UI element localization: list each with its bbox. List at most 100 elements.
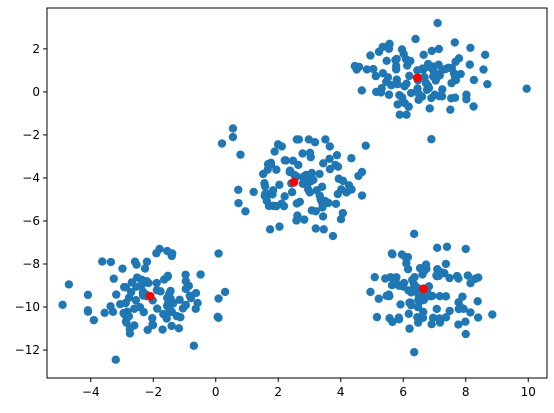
y-tick-label: −8	[22, 257, 40, 271]
scatter-point	[405, 324, 414, 333]
scatter-point	[425, 104, 434, 113]
scatter-point	[125, 324, 134, 334]
scatter-point	[377, 84, 386, 93]
scatter-point	[362, 65, 372, 74]
scatter-point	[228, 124, 238, 133]
scatter-point	[152, 249, 161, 258]
scatter-point	[140, 264, 150, 273]
scatter-point	[466, 279, 475, 288]
scatter-point	[270, 147, 279, 156]
scatter-point	[372, 312, 382, 322]
scatter-point	[214, 294, 223, 303]
scatter-point	[144, 278, 153, 288]
x-tick-label: −2	[144, 385, 162, 399]
scatter-point	[303, 185, 313, 194]
scatter-point	[338, 176, 348, 186]
plot-frame	[46, 7, 548, 379]
scatter-point	[415, 297, 424, 307]
scatter-point	[298, 179, 308, 188]
centroid-point	[419, 284, 428, 294]
scatter-point	[106, 302, 115, 311]
scatter-point	[331, 199, 341, 208]
x-tick-label: −4	[82, 385, 100, 399]
scatter-point	[124, 312, 134, 321]
scatter-point	[402, 110, 411, 119]
scatter-point	[332, 150, 342, 160]
scatter-point	[189, 341, 199, 350]
scatter-point	[381, 274, 390, 283]
scatter-point	[393, 100, 402, 109]
scatter-point	[430, 90, 439, 99]
scatter-point	[438, 85, 447, 94]
scatter-point	[325, 142, 335, 151]
scatter-point	[350, 61, 360, 71]
points-layer	[58, 18, 531, 364]
scatter-point	[431, 70, 440, 79]
scatter-point	[382, 56, 391, 66]
scatter-point	[262, 196, 272, 206]
scatter-point	[277, 142, 286, 151]
centroid-point	[289, 177, 299, 187]
scatter-point	[427, 135, 436, 144]
scatter-point	[392, 75, 401, 84]
scatter-point	[305, 148, 315, 157]
scatter-point	[148, 320, 157, 329]
scatter-point	[294, 160, 303, 170]
y-tick-label: −12	[15, 343, 40, 357]
scatter-point	[163, 293, 172, 303]
scatter-point	[132, 273, 142, 282]
scatter-point	[83, 306, 93, 315]
scatter-point	[214, 313, 223, 322]
scatter-point	[442, 242, 452, 251]
scatter-point	[319, 225, 328, 234]
scatter-point	[185, 291, 194, 300]
scatter-point	[428, 313, 438, 323]
scatter-point	[366, 287, 375, 297]
scatter-point	[292, 199, 302, 208]
scatter-point	[461, 329, 470, 339]
scatter-point	[401, 54, 411, 64]
scatter-point	[461, 317, 470, 326]
scatter-point	[181, 284, 191, 294]
scatter-point	[413, 318, 423, 327]
scatter-point	[466, 43, 475, 52]
scatter-point	[217, 139, 227, 148]
scatter-point	[318, 212, 328, 221]
scatter-point	[404, 102, 413, 111]
scatter-point	[191, 288, 201, 298]
scatter-point	[452, 271, 462, 281]
scatter-point	[158, 325, 167, 334]
scatter-point	[414, 290, 423, 300]
scatter-point	[58, 300, 67, 310]
scatter-point	[403, 61, 412, 70]
scatter-point	[130, 304, 139, 313]
scatter-point	[435, 291, 445, 301]
scatter-point	[405, 71, 414, 81]
scatter-point	[249, 187, 258, 197]
scatter-point	[220, 287, 230, 297]
scatter-point	[315, 169, 324, 179]
scatter-point	[441, 259, 451, 269]
scatter-point	[384, 44, 394, 53]
scatter-point	[124, 293, 134, 302]
scatter-point	[361, 141, 370, 150]
scatter-point	[109, 274, 118, 283]
scatter-point	[111, 355, 120, 364]
y-tick-label: −4	[22, 171, 40, 185]
scatter-point	[163, 300, 172, 309]
scatter-point	[275, 180, 284, 190]
scatter-point	[461, 244, 470, 254]
scatter-point	[174, 324, 184, 333]
x-tick-label: 4	[337, 385, 345, 399]
scatter-point	[324, 198, 333, 208]
scatter-point	[436, 267, 445, 277]
scatter-point	[163, 272, 172, 282]
scatter-point	[397, 45, 407, 54]
scatter-point	[302, 170, 311, 180]
scatter-point	[347, 154, 356, 163]
scatter-point	[234, 198, 243, 208]
scatter-point	[89, 315, 99, 325]
x-tick-label: 8	[462, 385, 470, 399]
scatter-point	[112, 290, 121, 299]
y-tick-label: 2	[32, 42, 40, 56]
